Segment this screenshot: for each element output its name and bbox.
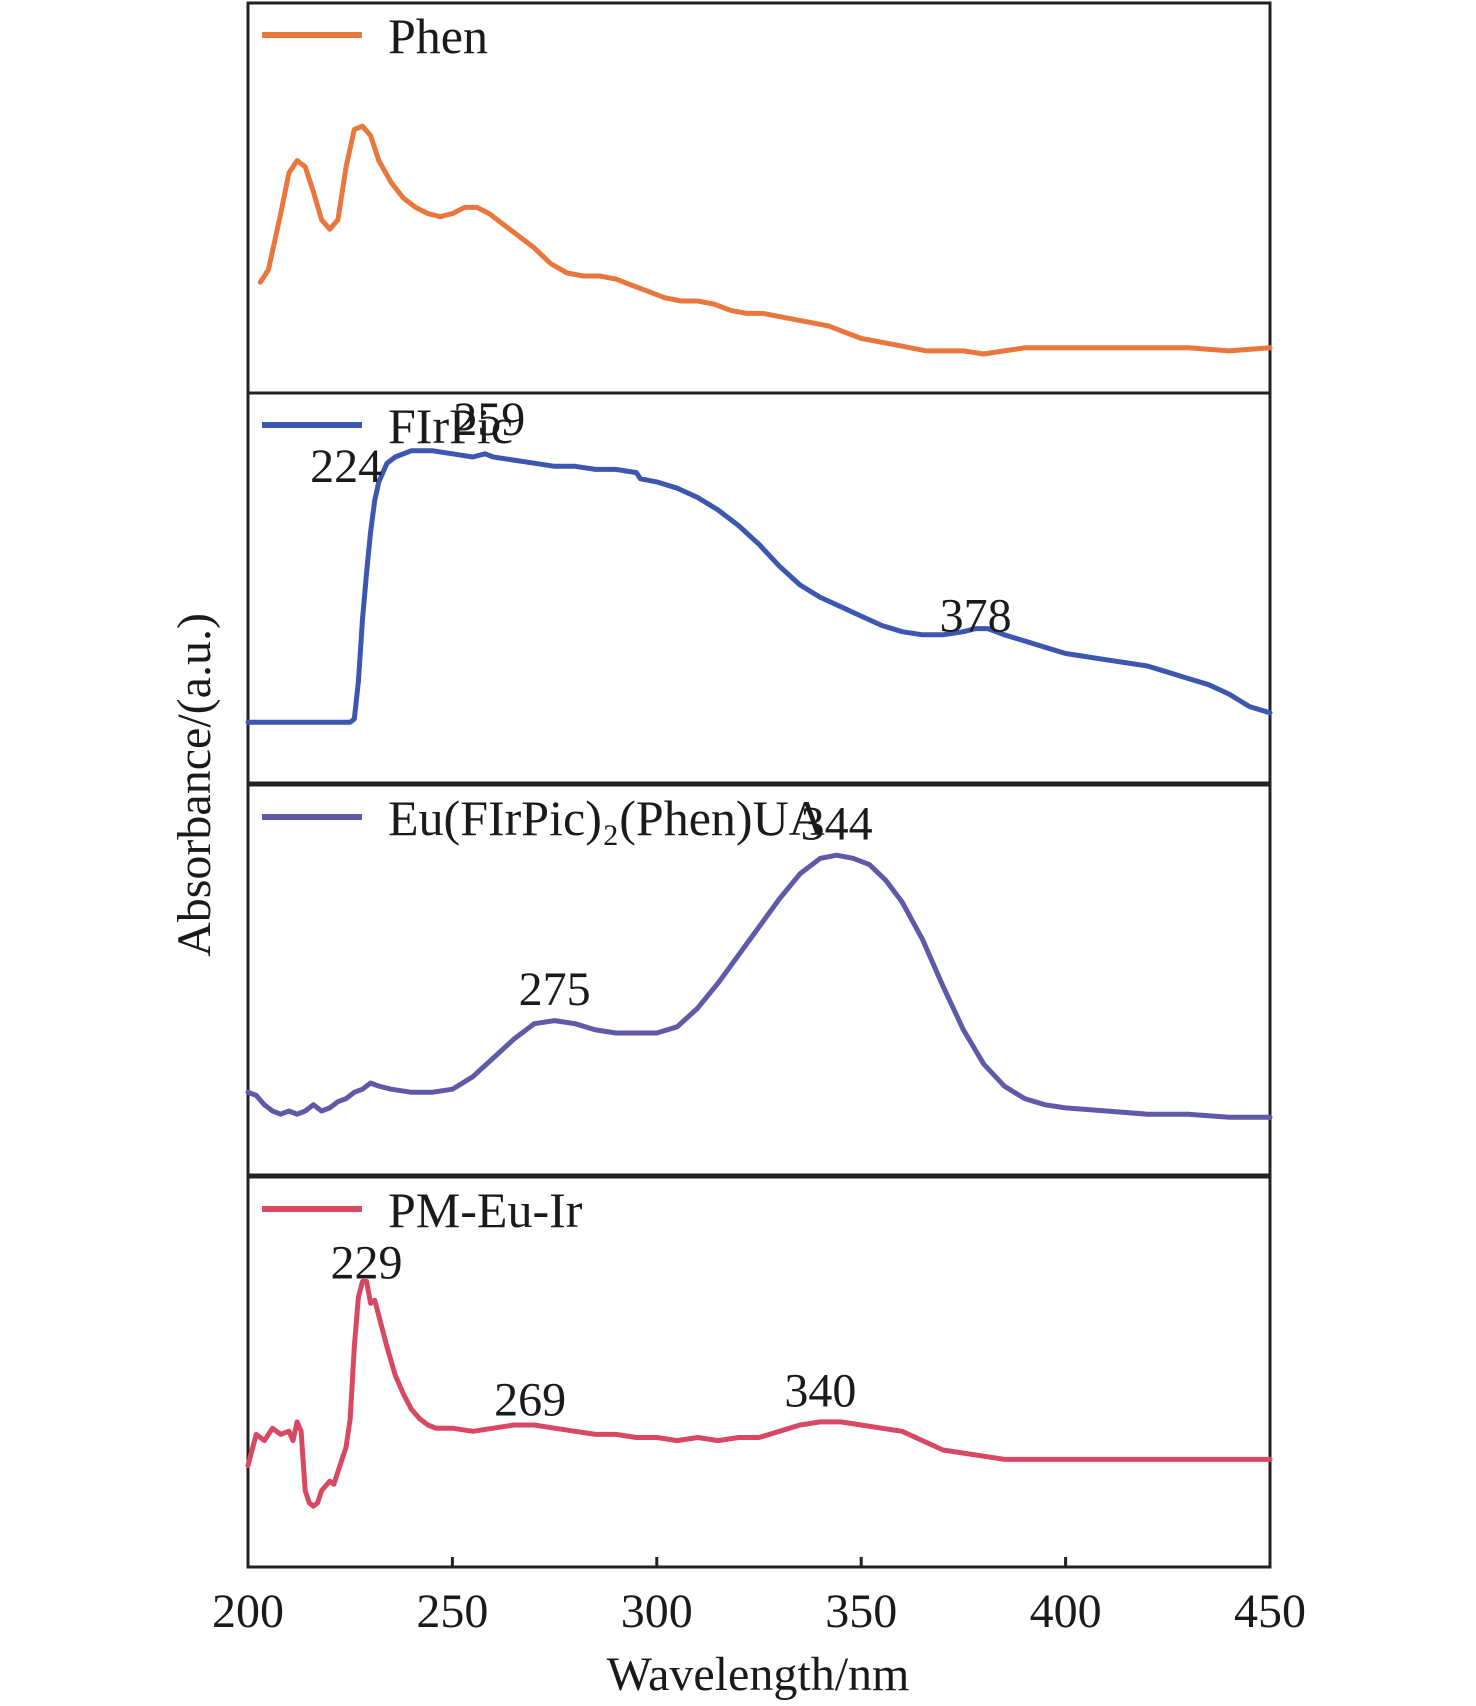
x-tick-label: 450 [1234,1585,1306,1638]
series-line [245,448,1273,725]
y-axis-label: Absorbance/(a.u.) [168,613,221,957]
peak-label: 378 [940,590,1012,643]
panel-frame [246,783,1272,1177]
panel-1: Phen [246,1,1273,395]
legend-label: PM-Eu-Ir [388,1182,583,1238]
x-tick-label: 350 [825,1585,897,1638]
peak-label: 229 [331,1236,403,1289]
x-axis: 200 250 300 350 400 450 [212,1557,1306,1638]
panel-frame [246,391,1272,785]
x-tick-label: 200 [212,1585,284,1638]
legend-label: Phen [388,8,488,64]
x-tick-label: 250 [416,1585,488,1638]
x-axis-label: Wavelength/nm [607,1648,910,1701]
peak-label: 344 [801,798,873,851]
x-tick-label: 300 [621,1585,693,1638]
x-tick-label: 400 [1030,1585,1102,1638]
peak-label: 259 [453,393,525,446]
peak-label: 224 [310,440,382,493]
legend-label: FIrPic [388,398,513,454]
series-line [257,123,1273,357]
legend-label: Eu(FIrPic)₂(Phen)UA [388,790,825,846]
series-line [245,852,1273,1120]
series-line [245,1279,1273,1509]
peak-label: 275 [519,963,591,1016]
peak-label: 269 [494,1374,566,1427]
panels-layer: PhenFIrPic259224378Eu(FIrPic)₂(Phen)UA34… [245,1,1273,1569]
panel-frame [246,1175,1272,1569]
peak-label: 340 [784,1364,856,1417]
